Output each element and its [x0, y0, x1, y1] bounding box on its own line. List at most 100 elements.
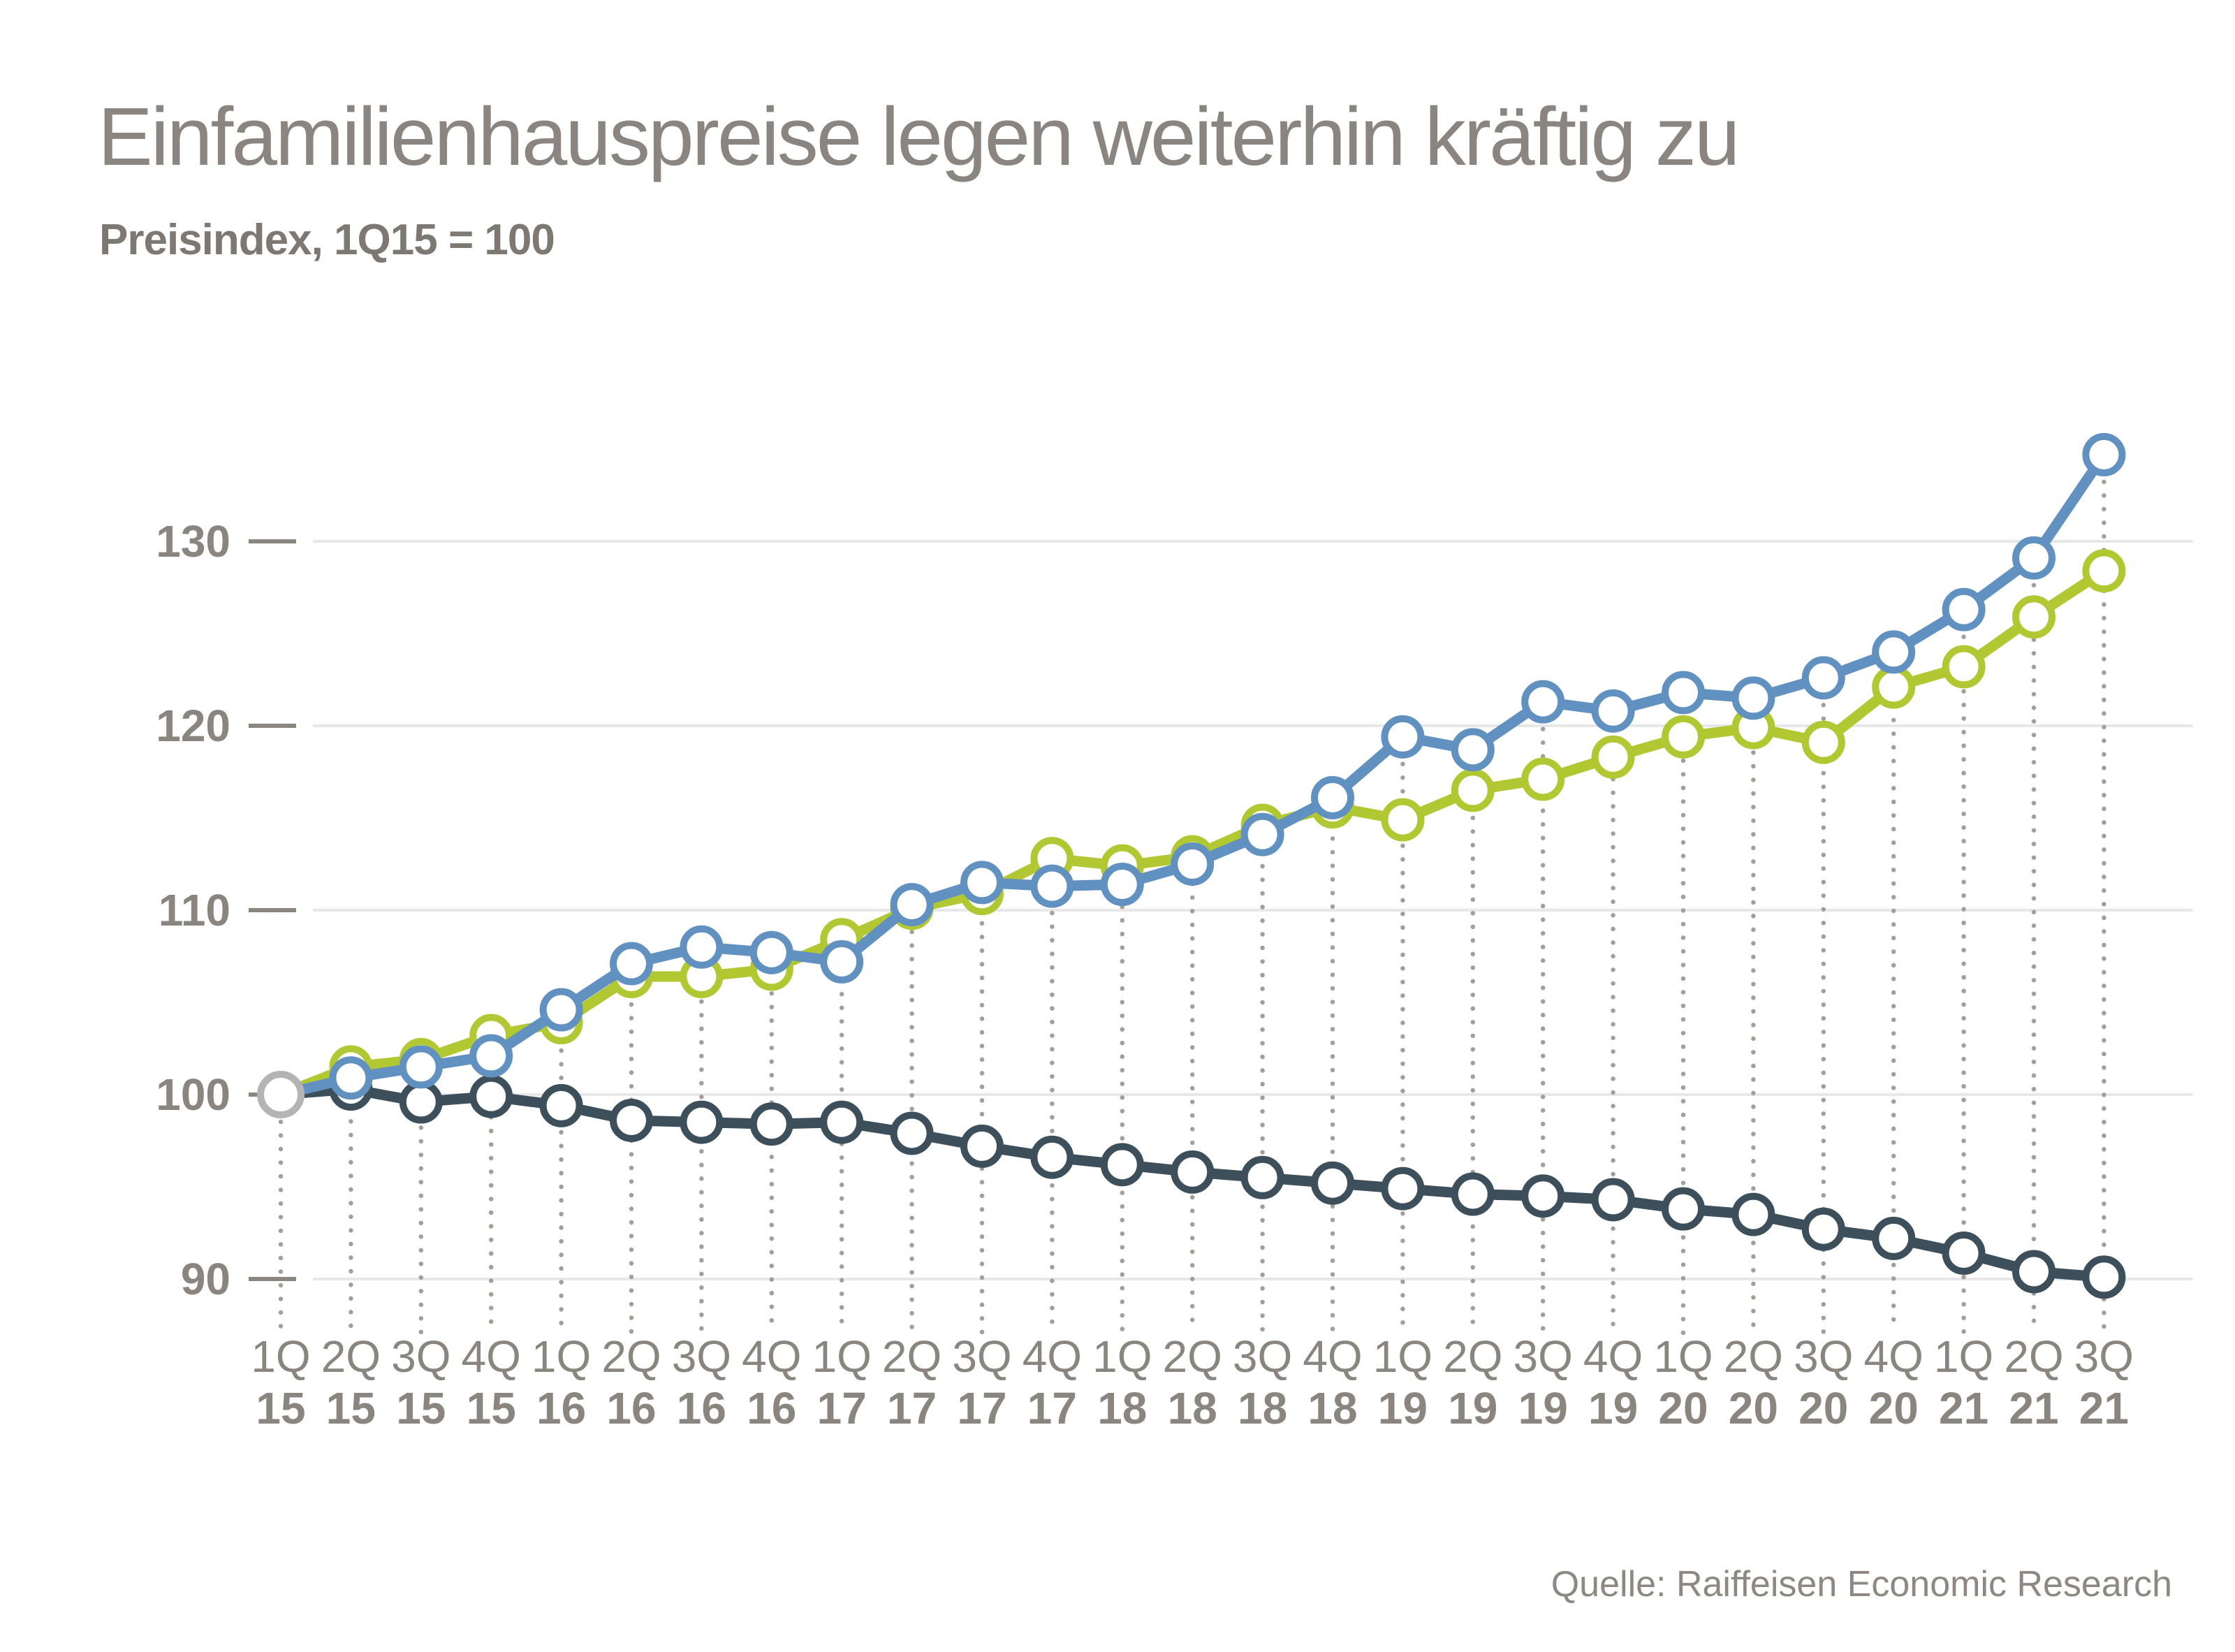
x-axis-label-quarter-3Q20: 3Q [1794, 1331, 1853, 1382]
x-axis-label-year-1Q21: 21 [1939, 1383, 1988, 1433]
marker-green-line-3Q19 [1521, 757, 1565, 801]
source-note: Quelle: Raiffeisen Economic Research [1551, 1564, 2172, 1605]
x-axis-label-quarter-4Q17: 4Q [1023, 1331, 1082, 1382]
marker-blue-line-2Q18 [1171, 842, 1215, 886]
marker-blue-line-4Q16 [749, 930, 793, 974]
marker-dark-line-1Q21 [1942, 1231, 1986, 1275]
x-axis-label-quarter-3Q17: 3Q [952, 1331, 1011, 1382]
x-axis-label-year-4Q17: 17 [1027, 1383, 1077, 1433]
x-axis-label-year-4Q20: 20 [1869, 1383, 1919, 1433]
marker-blue-line-4Q19 [1591, 689, 1635, 733]
x-axis-label-year-2Q18: 18 [1168, 1383, 1217, 1433]
marker-dark-line-4Q19 [1591, 1178, 1635, 1222]
x-axis-label-year-2Q21: 21 [2009, 1383, 2058, 1433]
marker-blue-line-4Q20 [1872, 630, 1916, 674]
x-axis-label-quarter-1Q18: 1Q [1092, 1331, 1152, 1382]
marker-dark-line-3Q16 [680, 1100, 724, 1144]
marker-green-line-1Q20 [1662, 715, 1705, 759]
x-axis-label-quarter-3Q18: 3Q [1233, 1331, 1292, 1382]
marker-green-line-3Q20 [1801, 720, 1845, 764]
marker-blue-line-3Q20 [1801, 656, 1845, 700]
marker-dark-line-1Q16 [539, 1083, 583, 1127]
marker-blue-line-3Q21 [2082, 432, 2126, 476]
x-axis-label-year-2Q20: 20 [1729, 1383, 1778, 1433]
marker-green-line-3Q21 [2082, 549, 2126, 593]
marker-blue-line-1Q20 [1662, 671, 1705, 715]
marker-dark-line-4Q17 [1030, 1135, 1074, 1179]
x-axis-label-quarter-2Q18: 2Q [1163, 1331, 1222, 1382]
marker-dark-line-2Q21 [2012, 1250, 2056, 1294]
marker-blue-line-2Q21 [2012, 536, 2056, 580]
marker-blue-line-3Q19 [1521, 680, 1565, 724]
x-axis-label-quarter-1Q19: 1Q [1373, 1331, 1432, 1382]
marker-dark-line-3Q15 [399, 1080, 443, 1124]
x-axis-label-quarter-1Q17: 1Q [812, 1331, 872, 1382]
x-axis-label-year-2Q16: 16 [606, 1383, 656, 1433]
y-axis-label-90: 90 [181, 1254, 230, 1304]
marker-dark-line-2Q20 [1731, 1192, 1775, 1236]
x-axis-label-quarter-3Q19: 3Q [1514, 1331, 1573, 1382]
x-axis-label-quarter-1Q15: 1Q [251, 1331, 310, 1382]
page-title: Einfamilienhauspreise legen weiterhin kr… [98, 91, 1740, 183]
start-marker-1Q15 [257, 1071, 305, 1118]
y-axis-label-110: 110 [159, 885, 230, 935]
x-axis-label-quarter-2Q21: 2Q [2004, 1331, 2063, 1382]
marker-blue-line-2Q17 [890, 883, 934, 927]
marker-green-line-1Q19 [1381, 798, 1425, 842]
y-axis-label-120: 120 [156, 701, 230, 751]
marker-dark-line-3Q20 [1801, 1207, 1845, 1251]
marker-dark-line-3Q19 [1521, 1174, 1565, 1218]
marker-blue-line-1Q17 [820, 940, 864, 984]
x-axis-label-year-1Q19: 19 [1378, 1383, 1428, 1433]
marker-dark-line-2Q18 [1171, 1150, 1215, 1194]
x-axis-label-quarter-3Q21: 3Q [2074, 1331, 2134, 1382]
marker-dark-line-2Q19 [1451, 1172, 1495, 1216]
x-axis-label-quarter-3Q15: 3Q [391, 1331, 450, 1382]
x-axis-label-year-1Q15: 15 [256, 1383, 305, 1433]
marker-blue-line-4Q15 [469, 1034, 513, 1078]
marker-dark-line-3Q21 [2082, 1255, 2126, 1299]
x-axis-label-year-3Q17: 17 [957, 1383, 1006, 1433]
x-axis-label-year-2Q17: 17 [887, 1383, 937, 1433]
marker-dark-line-1Q17 [820, 1100, 864, 1144]
marker-blue-line-1Q21 [1942, 587, 1986, 631]
marker-blue-line-1Q19 [1381, 715, 1425, 759]
marker-blue-line-4Q18 [1311, 775, 1354, 819]
marker-dark-line-2Q17 [890, 1111, 934, 1155]
marker-blue-line-3Q15 [399, 1045, 443, 1089]
x-axis-label-quarter-2Q15: 2Q [321, 1331, 381, 1382]
marker-green-line-2Q21 [2012, 595, 2056, 639]
marker-blue-line-2Q19 [1451, 728, 1495, 772]
marker-dark-line-4Q16 [749, 1102, 793, 1146]
marker-blue-line-1Q16 [539, 988, 583, 1032]
marker-blue-line-1Q18 [1100, 863, 1144, 907]
marker-green-line-4Q19 [1591, 735, 1635, 779]
x-axis-label-quarter-4Q18: 4Q [1303, 1331, 1362, 1382]
x-axis-label-year-4Q15: 15 [467, 1383, 516, 1433]
marker-blue-line-3Q17 [960, 861, 1004, 905]
marker-dark-line-1Q18 [1100, 1143, 1144, 1187]
x-axis-label-year-4Q16: 16 [747, 1383, 796, 1433]
x-axis-label-quarter-4Q15: 4Q [462, 1331, 521, 1382]
x-axis-label-year-4Q18: 18 [1307, 1383, 1357, 1433]
x-axis-label-year-3Q16: 16 [677, 1383, 726, 1433]
marker-green-line-2Q19 [1451, 768, 1495, 812]
x-axis-label-year-2Q15: 15 [326, 1383, 376, 1433]
x-axis-label-year-3Q18: 18 [1238, 1383, 1287, 1433]
x-axis-label-quarter-2Q17: 2Q [882, 1331, 941, 1382]
marker-dark-line-4Q18 [1311, 1161, 1354, 1205]
x-axis-label-year-2Q19: 19 [1448, 1383, 1497, 1433]
x-axis-label-quarter-2Q16: 2Q [601, 1331, 661, 1382]
x-axis-label-year-1Q20: 20 [1658, 1383, 1708, 1433]
marker-dark-line-3Q17 [960, 1124, 1004, 1168]
marker-dark-line-4Q15 [469, 1074, 513, 1118]
x-axis-label-year-3Q19: 19 [1518, 1383, 1568, 1433]
x-axis-label-quarter-1Q20: 1Q [1653, 1331, 1713, 1382]
x-axis-label-year-3Q15: 15 [396, 1383, 446, 1433]
x-axis-label-quarter-2Q20: 2Q [1724, 1331, 1783, 1382]
marker-green-line-1Q21 [1942, 645, 1986, 689]
marker-dark-line-1Q20 [1662, 1187, 1705, 1231]
x-axis-label-year-4Q19: 19 [1588, 1383, 1638, 1433]
x-axis-label-quarter-4Q20: 4Q [1864, 1331, 1923, 1382]
marker-dark-line-3Q18 [1240, 1155, 1284, 1199]
